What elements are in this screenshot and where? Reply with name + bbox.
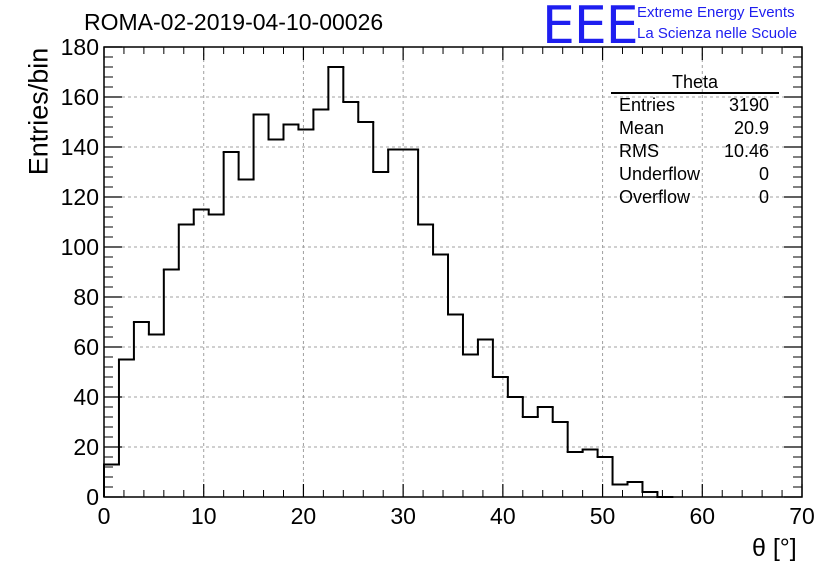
y-tick-label: 180 [61, 34, 99, 60]
y-tick-label: 0 [86, 484, 99, 510]
stats-value: 3190 [728, 95, 769, 115]
x-tick-label: 70 [789, 503, 815, 529]
stats-value: 20.9 [733, 118, 769, 138]
stats-row-rms: RMS 10.46 [611, 140, 779, 163]
stats-box: Theta Entries 3190 Mean 20.9 RMS 10.46 U… [611, 72, 779, 209]
plot-frame [103, 46, 803, 498]
y-tick-label: 40 [73, 384, 99, 410]
y-tick-label: 160 [61, 84, 99, 110]
chart-title: ROMA-02-2019-04-10-00026 [84, 9, 384, 35]
x-tick-label: 40 [490, 503, 516, 529]
x-tick-label: 0 [98, 503, 111, 529]
x-tick-label: 20 [291, 503, 317, 529]
stats-label: Entries [619, 95, 676, 115]
x-tick-label: 30 [390, 503, 416, 529]
y-tick-label: 20 [73, 434, 99, 460]
eee-logo-icon: EEE [542, 0, 639, 56]
y-tick-label: 60 [73, 334, 99, 360]
grid-lines [104, 47, 802, 497]
stats-label: Underflow [619, 164, 701, 184]
stats-row-overflow: Overflow 0 [611, 186, 779, 209]
stats-label: RMS [619, 141, 659, 161]
x-axis-label: θ [°] [752, 534, 797, 562]
logo-text-line1: Extreme Energy Events [637, 4, 795, 21]
stats-label: Mean [619, 118, 665, 138]
x-tick-label: 10 [191, 503, 217, 529]
tick-labels: 0 10 20 30 40 50 60 70 0 20 40 60 80 100 120 140 160 180 [61, 34, 815, 529]
x-tick-label: 50 [590, 503, 616, 529]
y-tick-label: 100 [61, 234, 99, 260]
logo-text-line2: La Scienza nelle Scuole [637, 25, 798, 42]
histogram-series [103, 66, 674, 498]
y-tick-label: 80 [73, 284, 99, 310]
axis-ticks [103, 46, 803, 498]
stats-row-mean: Mean 20.9 [611, 117, 779, 140]
stats-row-entries: Entries 3190 [611, 94, 779, 117]
stats-row-underflow: Underflow 0 [611, 163, 779, 186]
y-tick-label: 120 [61, 184, 99, 210]
y-tick-label: 140 [61, 134, 99, 160]
x-tick-label: 60 [689, 503, 715, 529]
stats-label: Overflow [619, 187, 691, 207]
stats-value: 10.46 [723, 141, 769, 161]
y-axis-label: Entries/bin [23, 47, 54, 176]
stats-value: 0 [758, 164, 769, 184]
stats-title: Theta [611, 72, 779, 94]
stats-value: 0 [758, 187, 769, 207]
